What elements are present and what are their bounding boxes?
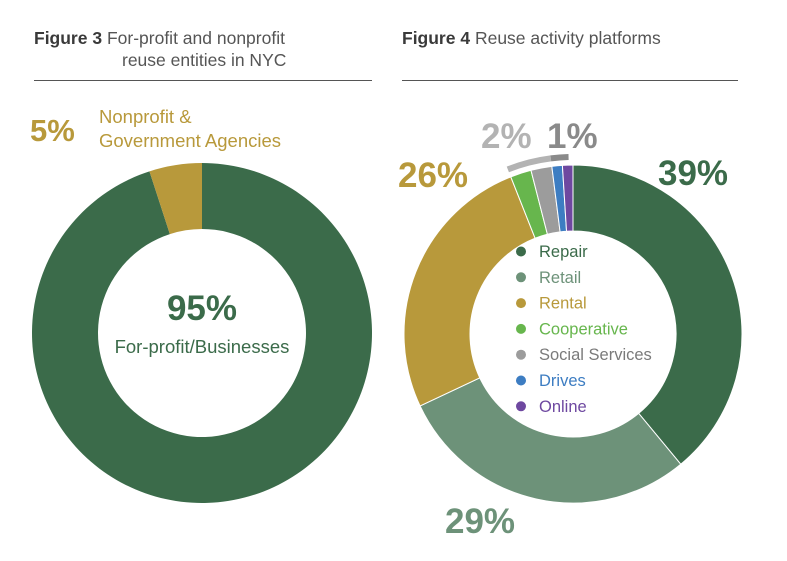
slice-for-profit-businesses — [31, 163, 372, 503]
nonprofit-value-label: 5% — [30, 113, 75, 148]
figure3-title: Figure 3 For-profit and nonprofit reuse … — [34, 27, 286, 71]
center-category-label: For-profit/Businesses — [115, 336, 290, 357]
nonprofit-label-line2: Government Agencies — [99, 130, 281, 151]
figure3-number: Figure 3 — [34, 28, 103, 48]
legend-marker-drives — [516, 375, 526, 386]
legend-marker-cooperative — [516, 323, 526, 334]
figure4-title-text: Reuse activity platforms — [474, 28, 661, 48]
legend-label-social-services: Social Services — [539, 346, 652, 364]
figure4-title: Figure 4 Reuse activity platforms — [402, 27, 661, 49]
legend-label-online: Online — [539, 398, 587, 416]
figure3-title-line2: reuse entities in NYC — [122, 50, 287, 70]
figure4-legend: Repair Retail Rental Cooperative Social Serv… — [516, 243, 652, 416]
legend-label-rental: Rental — [539, 295, 587, 313]
figure4-divider — [402, 80, 738, 81]
center-value-label: 95% — [167, 289, 237, 328]
figure4-number: Figure 4 — [402, 28, 471, 48]
slice-nonprofit-government-agencies — [149, 163, 202, 235]
figure3-labels: 95% For-profit/Businesses 5% Nonprofit & Gov… — [30, 106, 289, 357]
figure4-donut — [403, 154, 743, 504]
slice-retail — [419, 377, 682, 504]
legend-label-cooperative: Cooperative — [539, 320, 628, 338]
bracket-small-b — [550, 154, 569, 162]
slice-online — [561, 164, 574, 232]
legend-marker-retail — [516, 272, 526, 283]
small-group-a-value-label: 2% — [481, 117, 532, 156]
figure4-labels: 39% 29% 26% 2% 1% — [398, 117, 728, 541]
rental-value-label: 26% — [398, 156, 468, 195]
retail-value-label: 29% — [445, 502, 515, 541]
small-group-b-value-label: 1% — [547, 117, 598, 156]
figure3-donut — [31, 163, 372, 503]
slice-rental — [403, 176, 536, 407]
legend-marker-online — [516, 401, 526, 412]
figure3-divider — [34, 80, 372, 81]
legend-marker-social-services — [516, 349, 526, 360]
legend-label-retail: Retail — [539, 269, 581, 287]
legend-label-repair: Repair — [539, 243, 588, 261]
nonprofit-label-line1: Nonprofit & — [99, 106, 192, 127]
slice-repair — [572, 164, 743, 465]
legend-marker-repair — [516, 246, 526, 257]
legend-marker-rental — [516, 298, 526, 309]
legend-label-drives: Drives — [539, 372, 586, 390]
repair-value-label: 39% — [658, 154, 728, 193]
figure3-title-line1: For-profit and nonprofit — [106, 28, 285, 48]
bracket-small-a — [506, 155, 552, 173]
